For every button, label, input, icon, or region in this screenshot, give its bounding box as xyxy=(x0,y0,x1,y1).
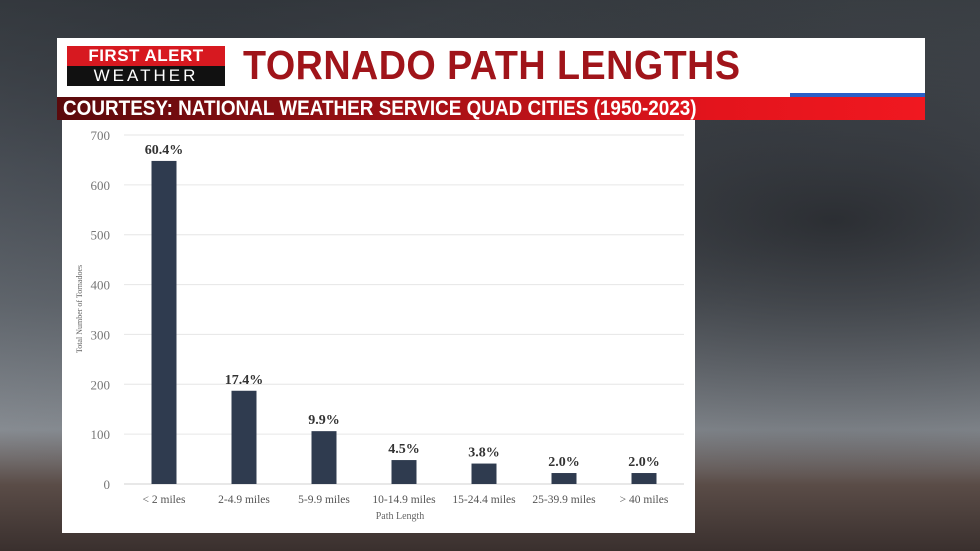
y-axis-label: Total Number of Tornadoes xyxy=(75,265,84,353)
header-bar: FIRST ALERT WEATHER TORNADO PATH LENGTHS xyxy=(57,38,925,98)
data-label: 3.8% xyxy=(468,446,500,461)
y-tick-label: 500 xyxy=(91,228,111,243)
x-tick-label: 25-39.9 miles xyxy=(532,494,596,506)
x-axis-label: Path Length xyxy=(376,511,425,522)
subtitle-bar: COURTESY: NATIONAL WEATHER SERVICE QUAD … xyxy=(57,97,925,120)
y-tick-label: 300 xyxy=(91,327,111,342)
bar xyxy=(231,390,257,484)
x-tick-label: 2-4.9 miles xyxy=(218,494,270,506)
bar xyxy=(151,160,177,484)
bar xyxy=(311,431,337,484)
y-tick-label: 0 xyxy=(104,477,111,492)
logo-top: FIRST ALERT xyxy=(67,46,225,66)
bar xyxy=(391,460,417,484)
y-tick-label: 200 xyxy=(91,377,111,392)
y-tick-label: 400 xyxy=(91,278,111,293)
page-title: TORNADO PATH LENGTHS xyxy=(243,42,741,88)
bar xyxy=(631,473,657,484)
y-tick-label: 600 xyxy=(91,178,111,193)
data-label: 9.9% xyxy=(308,413,340,428)
x-tick-label: 15-24.4 miles xyxy=(452,494,516,506)
data-label: 2.0% xyxy=(548,455,580,470)
bar-chart: Total Number of Tornadoes Path Length 0 1… xyxy=(75,128,684,522)
y-tick-label: 700 xyxy=(91,128,111,143)
data-label: 60.4% xyxy=(145,143,184,158)
first-alert-weather-logo: FIRST ALERT WEATHER xyxy=(67,46,225,86)
x-tick-label: 5-9.9 miles xyxy=(298,494,350,506)
bar xyxy=(471,463,497,484)
bar xyxy=(551,473,577,484)
chart-panel: Total Number of Tornadoes Path Length 0 1… xyxy=(62,120,695,533)
y-tick-label: 100 xyxy=(91,427,111,442)
x-tick-label: > 40 miles xyxy=(620,494,669,506)
data-label: 17.4% xyxy=(225,373,264,388)
subtitle: COURTESY: NATIONAL WEATHER SERVICE QUAD … xyxy=(63,97,697,120)
blue-stripe xyxy=(790,93,925,98)
x-tick-label: < 2 miles xyxy=(143,494,186,506)
x-tick-label: 10-14.9 miles xyxy=(372,494,436,506)
logo-bottom: WEATHER xyxy=(67,66,225,86)
data-label: 4.5% xyxy=(388,442,420,457)
data-label: 2.0% xyxy=(628,455,660,470)
